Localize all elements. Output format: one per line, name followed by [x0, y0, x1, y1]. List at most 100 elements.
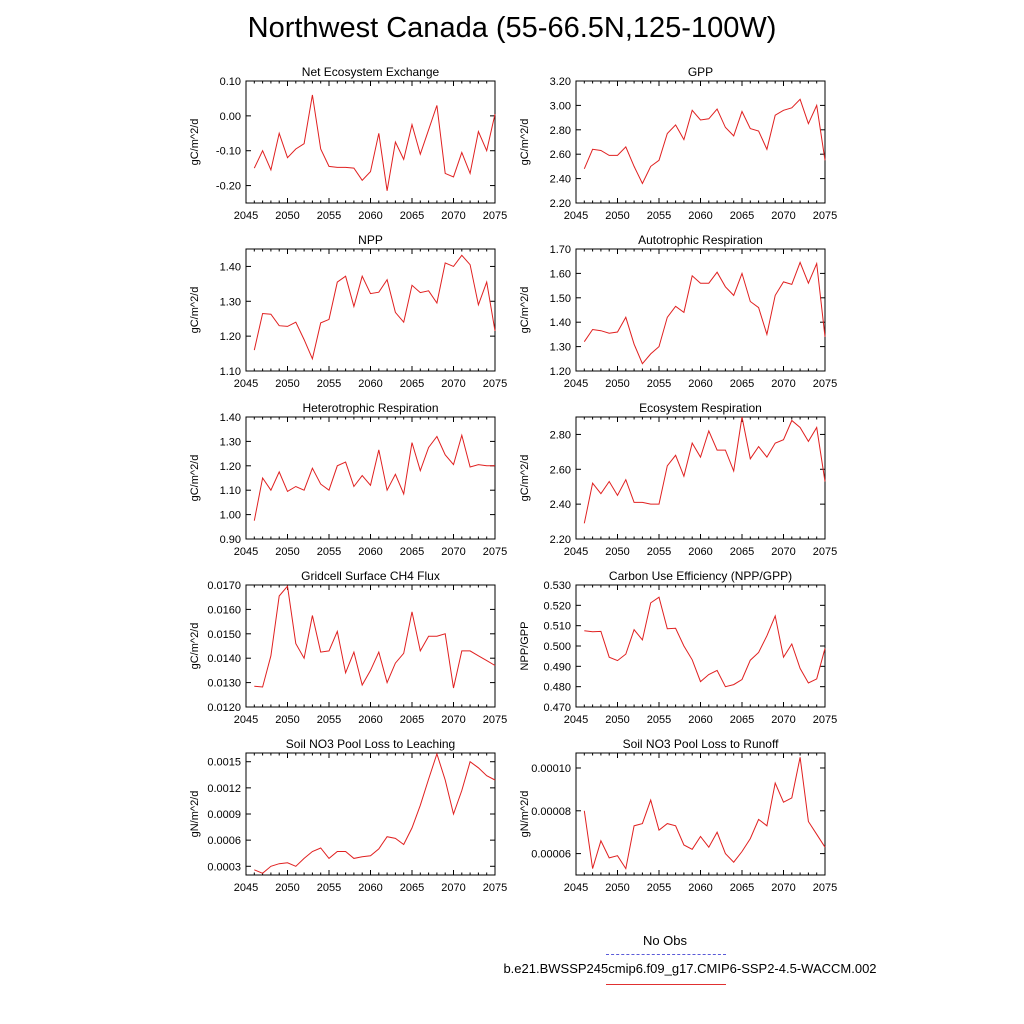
y-axis-label: gC/m^2/d [189, 287, 201, 334]
series-line [254, 752, 496, 874]
chart-title: Carbon Use Efficiency (NPP/GPP) [609, 569, 792, 583]
y-tick-label: 1.30 [550, 342, 571, 354]
chart-panel-9: 2045 2050 2055 2060 2065 2070 2075 0.0015 0.0012… [189, 737, 507, 894]
chart-title: GPP [688, 65, 713, 79]
y-tick-label: 0.0160 [207, 604, 241, 616]
x-tick-label: 2065 [400, 378, 424, 390]
chart-panel-7: 2045 2050 2055 2060 2065 2070 2075 0.0170 0.0160… [189, 569, 507, 726]
y-axis-label: gC/m^2/d [189, 119, 201, 166]
x-tick-label: 2055 [647, 378, 671, 390]
plot-frame [245, 416, 496, 540]
series-line [253, 433, 495, 521]
chart-title: Soil NO3 Pool Loss to Leaching [286, 737, 455, 751]
y-tick-label: 0.00010 [531, 763, 571, 775]
y-tick-label: 0.0003 [207, 861, 241, 873]
x-tick-label: 2070 [441, 714, 465, 726]
chart-title: Soil NO3 Pool Loss to Runoff [623, 737, 780, 751]
y-tick-label: 2.20 [550, 198, 571, 210]
x-tick-label: 2045 [564, 210, 588, 222]
x-tick-label: 2065 [730, 546, 754, 558]
x-tick-label: 2045 [234, 714, 258, 726]
y-tick-label: 0.00 [220, 111, 241, 123]
x-tick-label: 2065 [730, 882, 754, 894]
chart-panel-1: 2045 2050 2055 2060 2065 2070 2075 0.10 0.00 -0.1… [189, 65, 507, 222]
chart-title: Autotrophic Respiration [638, 233, 763, 247]
y-axis-label: gC/m^2/d [189, 623, 201, 670]
y-tick-label: 0.530 [543, 580, 571, 592]
x-tick-label: 2065 [400, 714, 424, 726]
x-tick-label: 2060 [358, 378, 382, 390]
y-tick-label: 0.0170 [207, 580, 241, 592]
chart-panel-3: 2045 2050 2055 2060 2065 2070 2075 1.40 1.30 1.20… [189, 233, 507, 390]
chart-title: Net Ecosystem Exchange [302, 65, 440, 79]
y-axis-label: gC/m^2/d [189, 455, 201, 502]
x-tick-label: 2055 [317, 210, 341, 222]
y-axis-label: gC/m^2/d [519, 455, 531, 502]
x-tick-label: 2070 [771, 378, 795, 390]
y-tick-label: 0.00008 [531, 806, 571, 818]
legend-case-line [606, 984, 726, 985]
x-tick-label: 2065 [730, 714, 754, 726]
x-tick-label: 2045 [564, 882, 588, 894]
y-tick-label: 1.20 [550, 366, 571, 378]
y-tick-label: 1.10 [220, 366, 241, 378]
x-tick-label: 2070 [771, 546, 795, 558]
x-tick-label: 2075 [483, 210, 507, 222]
series-line [583, 98, 826, 185]
series-line [253, 94, 496, 191]
x-tick-label: 2075 [813, 546, 837, 558]
x-tick-label: 2070 [771, 210, 795, 222]
y-axis-label: NPP/GPP [519, 622, 531, 671]
x-tick-label: 2045 [234, 546, 258, 558]
x-tick-label: 2060 [358, 882, 382, 894]
x-tick-label: 2045 [564, 546, 588, 558]
y-tick-label: 0.490 [543, 661, 571, 673]
x-tick-label: 2045 [234, 210, 258, 222]
x-tick-label: 2055 [317, 378, 341, 390]
x-tick-label: 2050 [605, 210, 629, 222]
x-tick-label: 2045 [564, 714, 588, 726]
y-tick-label: 2.40 [550, 499, 571, 511]
x-tick-label: 2070 [441, 210, 465, 222]
plot-frame [575, 416, 826, 540]
y-tick-label: 0.0009 [207, 809, 241, 821]
y-tick-label: 0.0012 [207, 783, 241, 795]
x-tick-label: 2060 [688, 546, 712, 558]
plot-frame [575, 80, 826, 204]
y-tick-label: 1.30 [220, 436, 241, 448]
x-tick-label: 2055 [647, 546, 671, 558]
y-tick-label: 1.40 [220, 412, 241, 424]
y-tick-label: 1.10 [220, 485, 241, 497]
x-tick-label: 2075 [483, 378, 507, 390]
y-tick-label: 2.80 [550, 429, 571, 441]
x-tick-label: 2070 [441, 546, 465, 558]
y-tick-label: 1.50 [550, 293, 571, 305]
y-tick-label: 2.60 [550, 464, 571, 476]
plot-frame [245, 80, 496, 204]
x-tick-label: 2060 [688, 714, 712, 726]
x-tick-label: 2045 [234, 882, 258, 894]
y-tick-label: 1.20 [220, 461, 241, 473]
plot-frame [245, 584, 496, 708]
x-tick-label: 2050 [275, 546, 299, 558]
chart-panel-2: 2045 2050 2055 2060 2065 2070 2075 3.20 3.00 2.80… [519, 65, 837, 222]
legend-obs-line [606, 954, 726, 955]
y-tick-label: 1.00 [220, 510, 241, 522]
legend-obs-label: No Obs [642, 933, 688, 948]
x-tick-label: 2065 [730, 210, 754, 222]
y-tick-label: 0.10 [220, 76, 241, 88]
chart-title: Ecosystem Respiration [639, 401, 762, 415]
chart-panel-4: 2045 2050 2055 2060 2065 2070 2075 1.70 1.60 1.50… [519, 233, 837, 390]
y-tick-label: 0.0015 [207, 757, 241, 769]
x-tick-label: 2075 [813, 882, 837, 894]
plot-frame [245, 248, 496, 372]
series-line [254, 585, 496, 689]
y-tick-label: 0.00006 [531, 849, 571, 861]
y-tick-label: 0.480 [543, 682, 571, 694]
y-tick-label: 0.0120 [207, 702, 241, 714]
x-tick-label: 2060 [688, 210, 712, 222]
x-tick-label: 2070 [771, 882, 795, 894]
y-axis-label: gN/m^2/d [519, 791, 531, 838]
x-tick-label: 2060 [358, 714, 382, 726]
x-tick-label: 2075 [483, 882, 507, 894]
